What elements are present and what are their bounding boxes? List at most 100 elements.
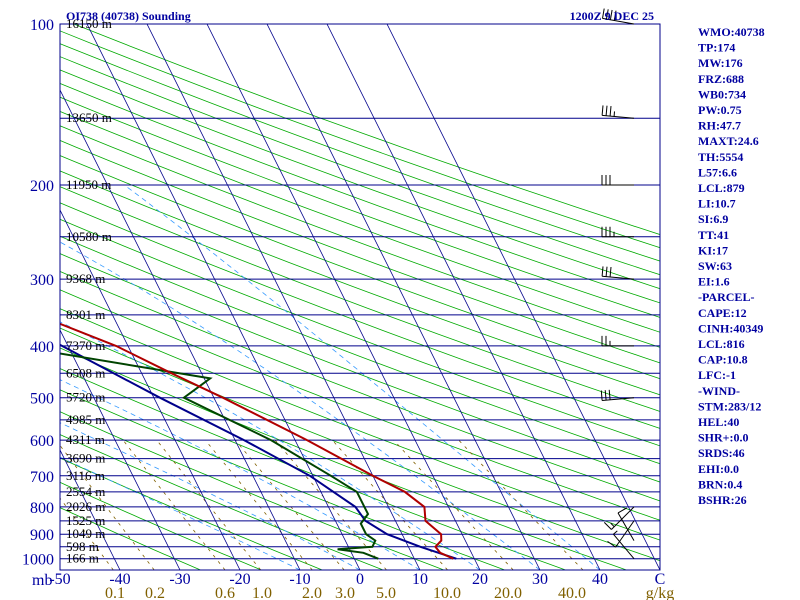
index-item: CAPE:12 [698,306,747,320]
mixing-ratio-label: 1.0 [252,585,272,600]
height-label: 13650 m [66,110,112,125]
index-item: LI:10.7 [698,197,736,211]
isotherm [146,24,421,570]
dry-adiabat [60,155,660,380]
wind-barb-staff [602,114,635,119]
wind-barb-flag [601,266,604,277]
wind-barb-flag [600,390,603,401]
height-label: 166 m [66,551,99,566]
mixing-ratio-line [274,439,387,570]
pressure-label: 1000 [22,552,54,569]
mixing-ratio-line [204,439,313,570]
index-item: LCL:879 [698,181,745,195]
dry-adiabat [60,271,660,502]
isotherm [386,24,660,570]
wind-barb [600,389,635,401]
mixing-ratio-label: 3.0 [335,585,355,600]
index-item: -WIND- [698,384,740,398]
index-item: WB0:734 [698,87,746,101]
plot-frame [59,23,661,571]
wind-barb-flag [609,266,612,278]
dry-adiabat [60,308,660,541]
wind-barb-flag [603,522,612,530]
wind-barb-flag [609,9,613,20]
pressure-label: 300 [30,272,54,289]
height-label: 4311 m [66,432,105,447]
wind-barb [602,8,635,25]
mixing-ratio-label: 5.0 [376,585,396,600]
wind-barb [613,530,635,560]
pressure-label: 900 [30,527,54,544]
height-label: 8301 m [66,307,105,322]
temperature-tick-label: -40 [109,571,130,588]
index-item: LFC:-1 [698,368,736,382]
temperature-tick-label: -30 [169,571,190,588]
dry-adiabat [60,43,660,262]
moist-adiabat [124,184,601,570]
mixing-ratio-line [235,439,345,570]
index-item: FRZ:688 [698,72,744,86]
wind-barb-staff [602,397,635,401]
dry-adiabat [60,83,660,304]
pressure-label: 700 [30,469,54,486]
dewpoint-trace [60,352,379,560]
mixing-ratio-label: 20.0 [494,585,522,600]
height-label: 5720 m [66,390,105,405]
sounding-profiles [60,322,457,560]
wind-barb [617,507,635,541]
moist-adiabat [60,241,541,570]
wind-barb [601,226,634,238]
wind-barb-flag [605,266,608,277]
wind-barb-flag [607,540,616,548]
height-label: 9368 m [66,271,105,286]
wind-barb-flag [608,389,611,400]
isotherm [60,209,241,570]
pressure-label: 400 [30,339,54,356]
dry-adiabat [60,56,660,276]
background-grid [60,24,660,570]
index-item: CAP:10.8 [698,353,748,367]
height-label: 2554 m [66,484,105,499]
temperature-tick-label: -50 [49,571,70,588]
dry-adiabat [60,457,323,570]
wind-barb-flag [601,105,604,116]
index-item: MW:176 [698,56,743,70]
index-item: SI:6.9 [698,212,728,226]
index-item: TT:41 [698,228,729,242]
wind-barbs [600,8,635,560]
dry-adiabat [60,170,660,396]
dry-adiabat [60,507,201,570]
wind-barb-flag [602,8,605,19]
dry-adiabat [60,327,660,562]
index-item: HEL:40 [698,415,739,429]
wind-barb [601,175,634,186]
wind-barb-staff [617,512,635,541]
mixing-ratio-label: 0.1 [105,585,125,600]
isotherm [266,24,541,570]
height-label: 1525 m [66,513,105,528]
dry-adiabat [60,368,566,570]
moist-adiabat [60,379,421,570]
pressure-label: 100 [30,17,54,34]
isotherm [206,24,481,570]
wind-barb-half-flag [610,522,615,528]
dry-adiabat [60,411,444,570]
index-item: CINH:40349 [698,321,763,335]
wind-barb [601,335,634,347]
height-label: 7370 m [66,338,105,353]
temperature-tick-label: 0 [356,571,364,588]
index-item: WMO:40738 [698,25,765,39]
mixing-ratio-line [122,439,226,570]
isotherm [60,449,121,570]
index-item: TP:174 [698,41,735,55]
temperature-tick-label: C [655,571,666,588]
dry-adiabat [60,30,660,249]
temperature-tick-label: 30 [532,571,548,588]
wind-barb-staff [602,275,635,280]
mixing-ratio-line [458,439,584,570]
isotherm [60,89,301,570]
height-label: 598 m [66,539,99,554]
mixing-ratio-label: g/kg [646,585,674,600]
wind-barb-flag [609,106,612,117]
